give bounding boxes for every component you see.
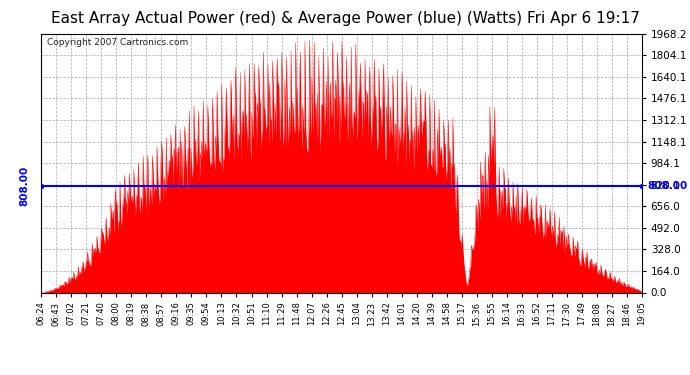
Text: Copyright 2007 Cartronics.com: Copyright 2007 Cartronics.com bbox=[48, 38, 188, 46]
Text: 808.00: 808.00 bbox=[648, 181, 688, 191]
Text: 808.00: 808.00 bbox=[19, 166, 29, 206]
Text: East Array Actual Power (red) & Average Power (blue) (Watts) Fri Apr 6 19:17: East Array Actual Power (red) & Average … bbox=[50, 11, 640, 26]
